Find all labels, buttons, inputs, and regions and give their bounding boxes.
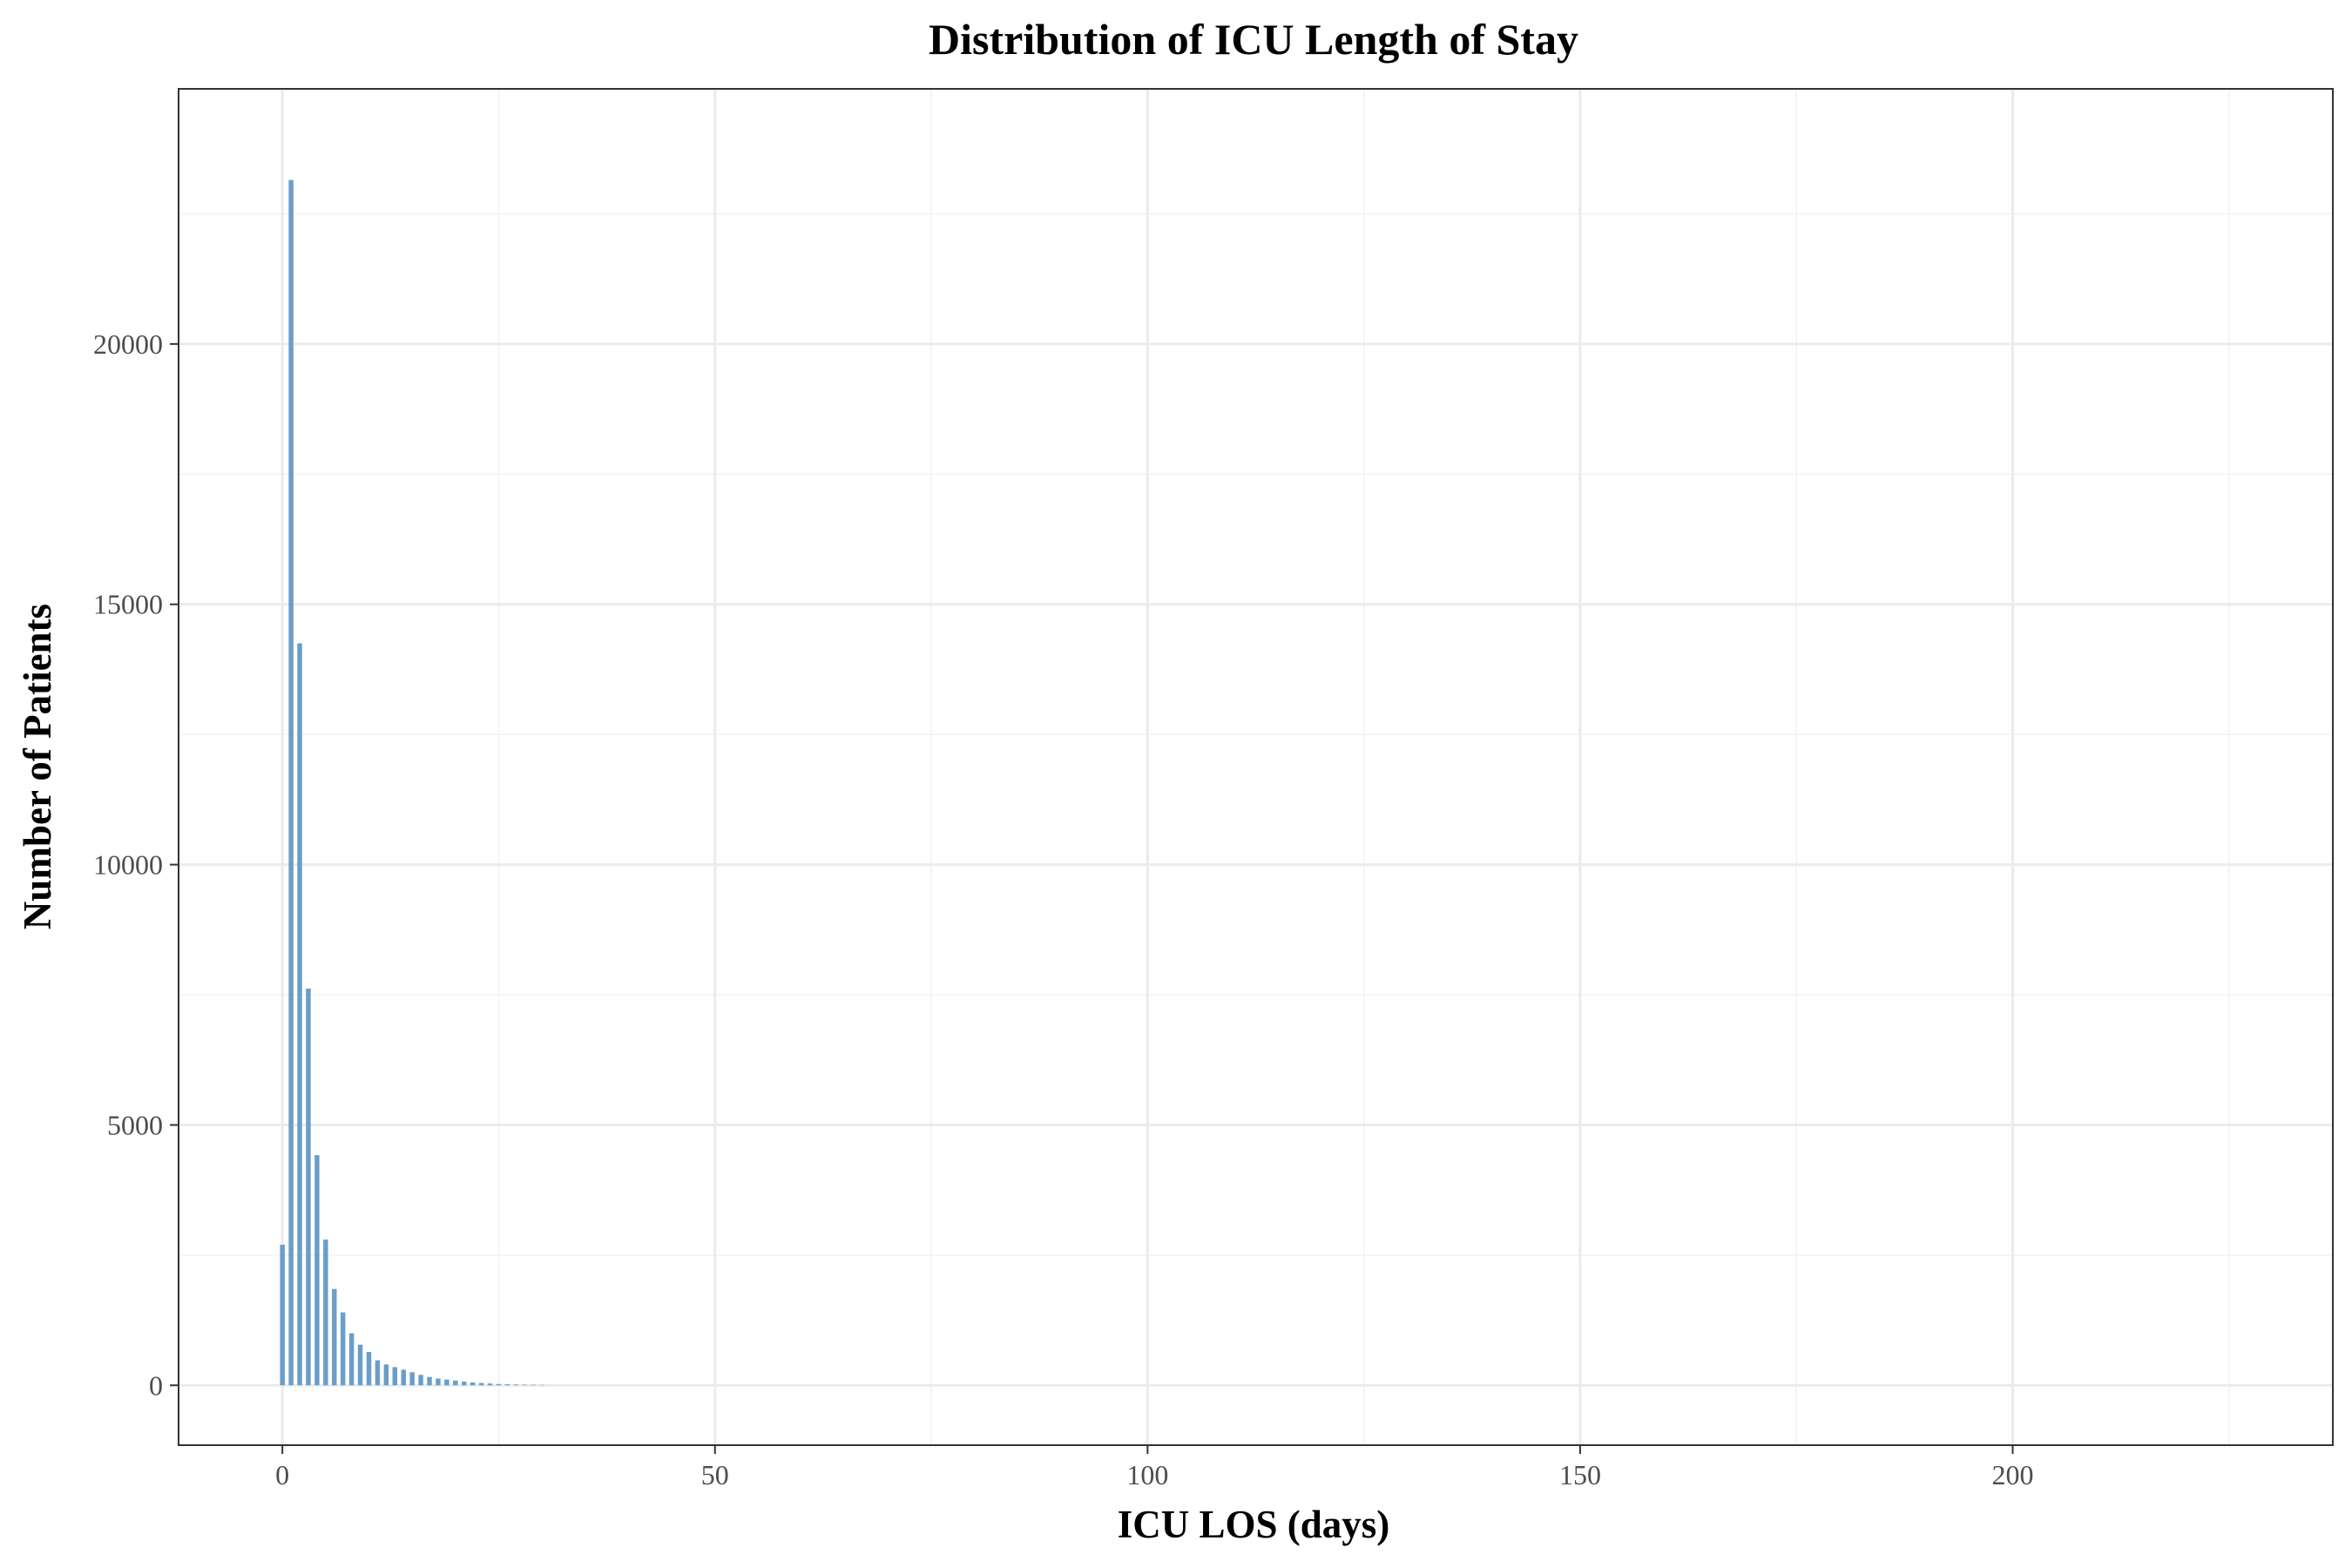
- histogram-bar: [288, 179, 294, 1386]
- histogram-bar: [462, 1382, 467, 1386]
- x-tick-label: 50: [701, 1459, 729, 1490]
- y-axis-ticks: 0 5000 10000 15000 20000: [93, 328, 179, 1401]
- y-axis-title: Number of Patients: [16, 604, 59, 929]
- chart-title: Distribution of ICU Length of Stay: [929, 15, 1578, 64]
- histogram-bar: [340, 1312, 346, 1386]
- histogram-bar: [504, 1384, 510, 1386]
- histogram-bar: [496, 1383, 502, 1386]
- histogram-bar: [323, 1239, 328, 1386]
- histogram-bar: [513, 1384, 519, 1386]
- x-tick-label: 150: [1559, 1459, 1601, 1490]
- histogram-bar: [418, 1375, 423, 1386]
- x-axis-ticks: 0 50 100 150 200: [275, 1445, 2034, 1490]
- histogram-bar: [478, 1382, 484, 1386]
- y-tick-label: 15000: [93, 589, 163, 620]
- y-tick-label: 0: [149, 1369, 163, 1401]
- histogram-bar: [470, 1382, 476, 1386]
- histogram-bar: [487, 1383, 493, 1386]
- histogram-bar: [401, 1369, 406, 1386]
- panel-border: [178, 88, 2334, 1446]
- y-tick-label: 20000: [93, 328, 163, 360]
- histogram-bar: [383, 1364, 389, 1386]
- histogram-bar: [314, 1155, 320, 1386]
- bars: [280, 179, 544, 1386]
- histogram-bar: [306, 988, 311, 1386]
- histogram-bar: [332, 1288, 337, 1386]
- histogram-bar: [392, 1367, 398, 1386]
- histogram-bar: [409, 1372, 415, 1386]
- histogram-bar: [531, 1384, 536, 1386]
- histogram-bar: [436, 1378, 441, 1386]
- x-tick-label: 0: [275, 1459, 289, 1490]
- histogram-bar: [453, 1380, 458, 1386]
- x-axis-title: ICU LOS (days): [1118, 1503, 1390, 1546]
- histogram-bar: [297, 643, 302, 1386]
- histogram-bar: [366, 1352, 372, 1386]
- histogram-bar: [427, 1376, 432, 1386]
- histogram-bar: [280, 1244, 285, 1386]
- y-tick-label: 10000: [93, 849, 163, 881]
- histogram-bar: [357, 1344, 363, 1386]
- histogram-bar: [375, 1360, 381, 1386]
- x-tick-label: 200: [1992, 1459, 2034, 1490]
- grid-lines: [179, 89, 2333, 1445]
- histogram-bar: [348, 1333, 355, 1386]
- histogram-bar: [522, 1384, 528, 1386]
- histogram-bar: [444, 1379, 449, 1386]
- y-tick-label: 5000: [107, 1109, 163, 1140]
- x-tick-label: 100: [1126, 1459, 1168, 1490]
